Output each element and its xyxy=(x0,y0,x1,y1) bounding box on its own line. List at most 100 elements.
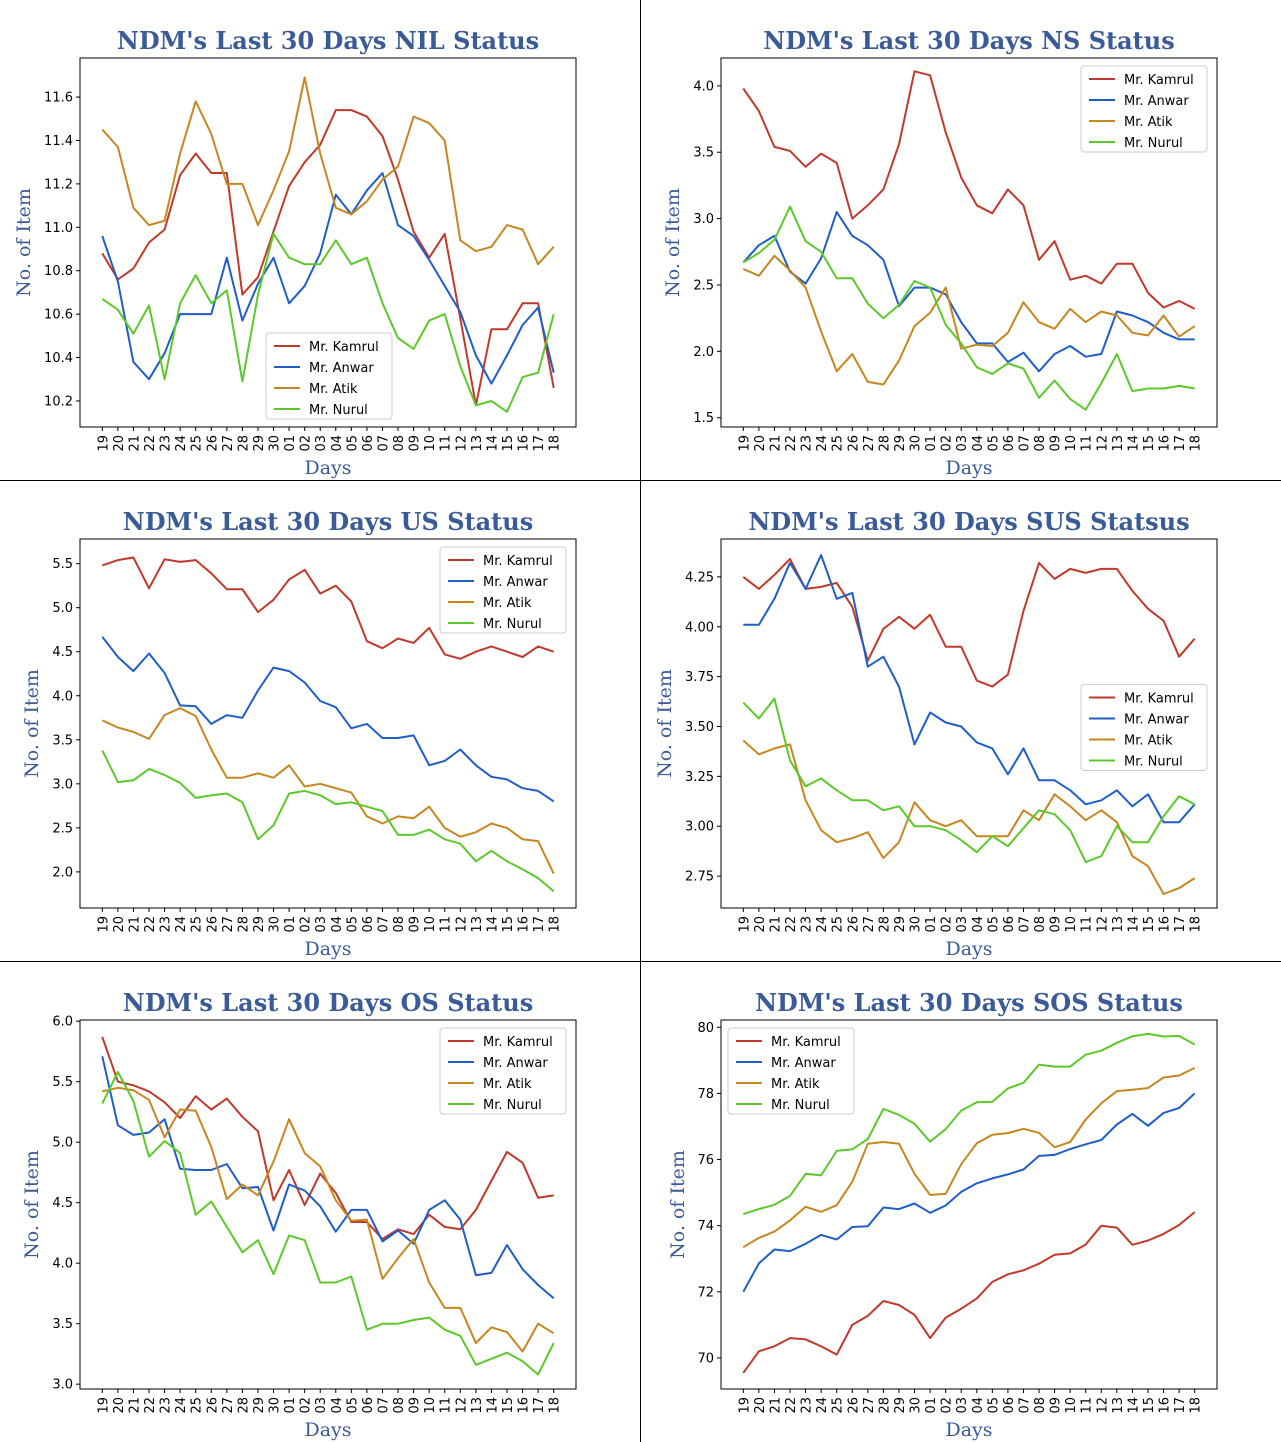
y-tick-label: 5.5 xyxy=(52,1075,73,1090)
x-tick-label: 20 xyxy=(112,1397,127,1414)
x-tick-label: 02 xyxy=(940,916,955,933)
legend-box xyxy=(439,1027,567,1115)
y-axis-label: No. of Item xyxy=(654,669,676,778)
chart-panel-5: NDM's Last 30 Days OS Status 3.0 3.5 4.0 4.5… xyxy=(21,988,577,1441)
x-tick-label: 15 xyxy=(501,1397,516,1414)
y-tick-label: 10.8 xyxy=(44,264,73,279)
x-tick-label: 02 xyxy=(299,916,314,933)
x-tick-label: 08 xyxy=(1033,916,1048,933)
x-tick-label: 25 xyxy=(190,435,205,452)
x-tick-label: 03 xyxy=(314,916,329,933)
x-tick-label: 28 xyxy=(236,1397,251,1414)
x-tick-label: 16 xyxy=(517,1397,532,1414)
y-tick-label: 3.0 xyxy=(693,212,714,227)
x-tick-label: 19 xyxy=(96,916,111,933)
y-tick-label: 11.2 xyxy=(44,177,73,192)
x-tick-label: 13 xyxy=(470,435,485,452)
legend: Mr. Kamrul Mr. Anwar Mr. Atik Mr. Nurul xyxy=(1080,684,1208,771)
x-tick-label: 27 xyxy=(221,916,236,933)
x-tick-label: 14 xyxy=(485,916,500,933)
x-tick-label: 06 xyxy=(1002,1397,1017,1414)
x-tick-label: 08 xyxy=(392,916,407,933)
x-tick-label: 23 xyxy=(800,435,815,452)
x-tick-label: 23 xyxy=(800,916,815,933)
x-tick-label: 24 xyxy=(815,916,830,933)
legend: Mr. Kamrul Mr. Anwar Mr. Atik Mr. Nurul xyxy=(439,546,567,634)
y-axis-label: No. of Item xyxy=(13,188,35,297)
x-axis-label: Days xyxy=(945,457,992,479)
y-tick-label: 74 xyxy=(697,1219,714,1234)
chart-panel-3: NDM's Last 30 Days US Status 2.0 2.5 3.0 3.5… xyxy=(21,507,577,960)
chart-title: NDM's Last 30 Days SUS Statsus xyxy=(748,507,1189,536)
x-tick-label: 07 xyxy=(1017,435,1032,452)
x-tick-label: 25 xyxy=(831,435,846,452)
x-tick-label: 29 xyxy=(893,1397,908,1414)
y-axis-label: No. of Item xyxy=(21,1150,43,1259)
legend-box xyxy=(265,332,393,420)
x-tick-label: 18 xyxy=(548,916,563,933)
series-line-3 xyxy=(101,76,555,266)
x-tick-label: 19 xyxy=(737,435,752,452)
y-tick-label: 3.0 xyxy=(52,777,73,792)
x-tick-label: 04 xyxy=(330,435,345,452)
x-tick-label: 12 xyxy=(1095,916,1110,933)
x-tick-label: 23 xyxy=(800,1397,815,1414)
y-tick-label: 1.5 xyxy=(693,411,714,426)
legend-entry: Mr. Nurul xyxy=(1124,755,1183,770)
legend-box xyxy=(1080,65,1208,153)
x-axis-label: Days xyxy=(945,938,992,960)
legend: Mr. Kamrul Mr. Anwar Mr. Atik Mr. Nurul xyxy=(265,332,393,420)
series-line-1 xyxy=(101,109,555,407)
x-tick-label: 14 xyxy=(1126,1397,1141,1414)
x-tick-label: 10 xyxy=(423,916,438,933)
y-tick-label: 76 xyxy=(697,1153,714,1168)
x-tick-label: 12 xyxy=(1095,1397,1110,1414)
x-tick-label: 27 xyxy=(221,435,236,452)
x-tick-label: 05 xyxy=(345,1397,360,1414)
x-tick-label: 24 xyxy=(815,1397,830,1414)
x-tick-label: 21 xyxy=(127,435,142,452)
series-line-4 xyxy=(742,1032,1196,1216)
x-tick-label: 06 xyxy=(361,1397,376,1414)
x-tick-label: 06 xyxy=(361,435,376,452)
x-tick-label: 28 xyxy=(877,916,892,933)
chart-title: NDM's Last 30 Days SOS Status xyxy=(755,988,1183,1017)
x-tick-label: 19 xyxy=(737,1397,752,1414)
x-tick-label: 30 xyxy=(909,435,924,452)
legend-entry: Mr. Kamrul xyxy=(483,1035,553,1050)
x-tick-label: 03 xyxy=(955,435,970,452)
y-tick-label: 3.75 xyxy=(685,670,714,685)
y-tick-label: 4.0 xyxy=(52,1257,73,1272)
x-tick-label: 11 xyxy=(1080,1397,1095,1414)
x-tick-label: 10 xyxy=(1064,916,1079,933)
y-tick-label: 3.25 xyxy=(685,770,714,785)
x-tick-label: 19 xyxy=(96,435,111,452)
x-tick-label: 13 xyxy=(470,1397,485,1414)
x-tick-label: 05 xyxy=(345,916,360,933)
x-tick-label: 29 xyxy=(252,916,267,933)
legend: Mr. Kamrul Mr. Anwar Mr. Atik Mr. Nurul xyxy=(727,1027,855,1115)
y-tick-label: 10.4 xyxy=(44,351,73,366)
x-tick-label: 27 xyxy=(862,1397,877,1414)
x-tick-label: 09 xyxy=(1049,916,1064,933)
y-tick-label: 78 xyxy=(697,1087,714,1102)
y-axis-label: No. of Item xyxy=(21,669,43,778)
x-tick-label: 02 xyxy=(299,1397,314,1414)
x-tick-label: 21 xyxy=(768,1397,783,1414)
x-tick-label: 11 xyxy=(439,1397,454,1414)
x-tick-label: 07 xyxy=(1017,1397,1032,1414)
vertical-divider xyxy=(640,0,641,1442)
y-tick-label: 5.0 xyxy=(52,1136,73,1151)
series-line-1 xyxy=(742,557,1196,688)
y-tick-label: 11.4 xyxy=(44,134,73,149)
x-tick-label: 01 xyxy=(283,916,298,933)
x-tick-label: 17 xyxy=(532,916,547,933)
legend-entry: Mr. Atik xyxy=(483,596,532,611)
x-tick-label: 16 xyxy=(1158,916,1173,933)
x-tick-label: 03 xyxy=(955,1397,970,1414)
x-tick-label: 29 xyxy=(252,1397,267,1414)
y-tick-label: 2.5 xyxy=(52,821,73,836)
series-line-1 xyxy=(742,70,1196,310)
legend-entry: Mr. Atik xyxy=(1124,734,1173,749)
x-tick-label: 26 xyxy=(846,1397,861,1414)
